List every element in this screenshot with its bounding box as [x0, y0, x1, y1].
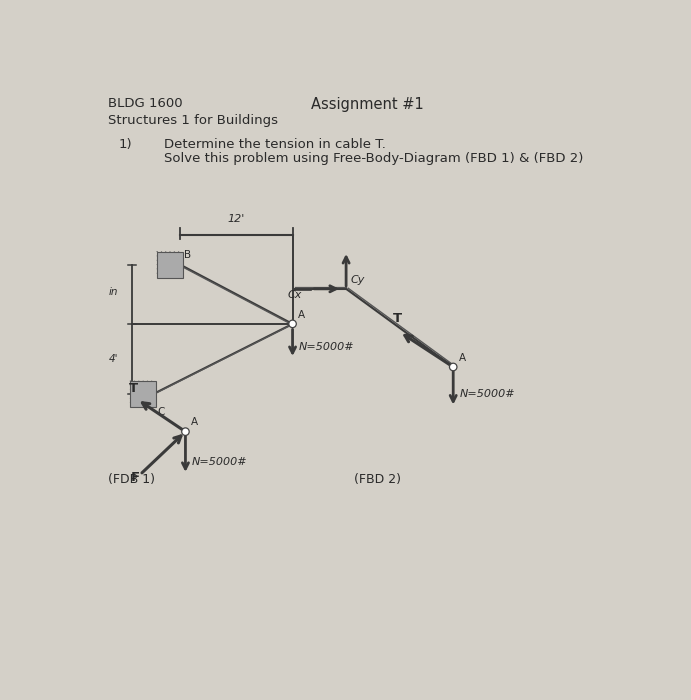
Text: B: B — [184, 251, 191, 260]
Text: T: T — [129, 382, 138, 395]
Text: 4': 4' — [109, 354, 119, 364]
Text: F: F — [131, 472, 140, 484]
Text: (FBD 2): (FBD 2) — [354, 473, 401, 486]
Text: Cx: Cx — [287, 290, 301, 300]
Text: (FDB 1): (FDB 1) — [108, 473, 155, 486]
Text: A: A — [191, 417, 198, 427]
Text: Cy: Cy — [350, 274, 365, 284]
FancyBboxPatch shape — [157, 251, 182, 277]
Text: Solve this problem using Free-Body-Diagram (FBD 1) & (FBD 2): Solve this problem using Free-Body-Diagr… — [164, 153, 583, 165]
Text: C: C — [158, 407, 165, 417]
Text: N=5000#: N=5000# — [299, 342, 354, 352]
Text: Determine the tension in cable T.: Determine the tension in cable T. — [164, 138, 386, 151]
Text: A: A — [298, 309, 305, 319]
Text: 12': 12' — [228, 214, 245, 224]
Text: T: T — [393, 312, 402, 326]
Text: in: in — [109, 286, 119, 297]
FancyBboxPatch shape — [131, 381, 156, 407]
Circle shape — [449, 363, 457, 371]
Text: 1): 1) — [118, 138, 132, 151]
Text: N=5000#: N=5000# — [460, 389, 515, 399]
Text: A: A — [459, 353, 466, 363]
Text: Assignment #1: Assignment #1 — [311, 97, 424, 113]
Text: N=5000#: N=5000# — [192, 456, 247, 467]
Text: Structures 1 for Buildings: Structures 1 for Buildings — [108, 113, 278, 127]
Text: BLDG 1600: BLDG 1600 — [108, 97, 182, 111]
Circle shape — [182, 428, 189, 435]
Circle shape — [289, 320, 296, 328]
